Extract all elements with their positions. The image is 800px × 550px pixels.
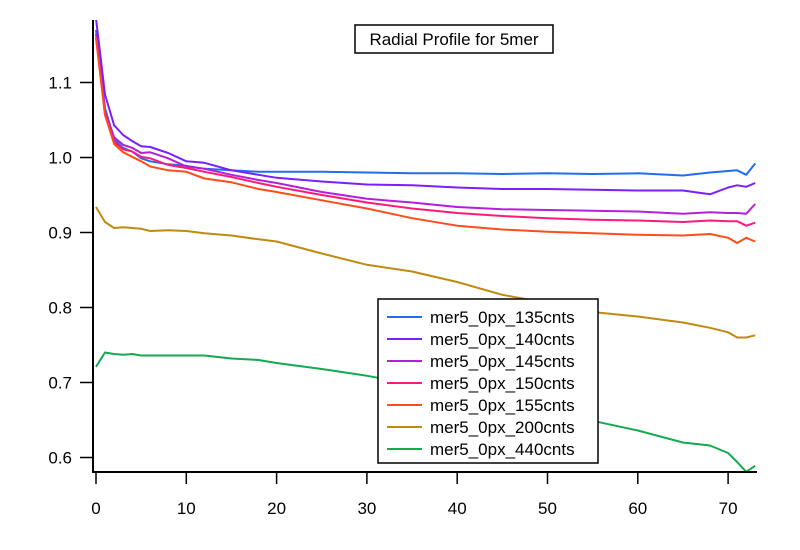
series-line-mer5-0px-440cnts: [95, 351, 756, 472]
series-line-mer5-0px-140cnts: [95, 20, 756, 196]
legend-label: mer5_0px_135cnts: [430, 308, 575, 327]
y-tick-label: 1.0: [48, 149, 72, 168]
legend-item: mer5_0px_440cnts: [387, 440, 575, 459]
y-tick-label: 0.6: [48, 449, 72, 468]
legend-item: mer5_0px_200cnts: [387, 418, 575, 437]
x-tick-label: 50: [538, 499, 557, 518]
legend-label: mer5_0px_145cnts: [430, 352, 575, 371]
x-tick-label: 0: [91, 499, 100, 518]
series-line-mer5-0px-200cnts: [95, 206, 756, 339]
legend-item: mer5_0px_140cnts: [387, 330, 575, 349]
legend-label: mer5_0px_140cnts: [430, 330, 575, 349]
legend-label: mer5_0px_440cnts: [430, 440, 575, 459]
legend-label: mer5_0px_155cnts: [430, 396, 575, 415]
chart-title-box: Radial Profile for 5mer: [354, 24, 554, 54]
legend: mer5_0px_135cnts mer5_0px_140cnts mer5_0px…: [377, 298, 599, 464]
x-tick-label: 60: [628, 499, 647, 518]
series-line-mer5-0px-155cnts: [95, 37, 756, 244]
x-tick-label: 40: [448, 499, 467, 518]
legend-label: mer5_0px_200cnts: [430, 418, 575, 437]
series-layer: [95, 20, 756, 472]
axes: [92, 20, 757, 473]
legend-item: mer5_0px_155cnts: [387, 396, 575, 415]
chart-title: Radial Profile for 5mer: [369, 30, 538, 49]
series-line-mer5-0px-145cnts: [95, 33, 756, 215]
ticks: 0 10 20 30 40 50 60 70 0.6 0.7 0.8 0.9 1.0 1.1: [48, 74, 737, 519]
legend-item: mer5_0px_135cnts: [387, 308, 575, 327]
x-tick-label: 30: [357, 499, 376, 518]
legend-item: mer5_0px_150cnts: [387, 374, 575, 393]
legend-item: mer5_0px_145cnts: [387, 352, 575, 371]
y-tick-label: 0.9: [48, 224, 72, 243]
y-tick-label: 0.7: [48, 374, 72, 393]
x-tick-label: 20: [267, 499, 286, 518]
x-tick-label: 70: [719, 499, 738, 518]
y-tick-label: 1.1: [48, 74, 72, 93]
x-tick-label: 10: [177, 499, 196, 518]
y-tick-label: 0.8: [48, 299, 72, 318]
legend-label: mer5_0px_150cnts: [430, 374, 575, 393]
series-line-mer5-0px-150cnts: [95, 37, 756, 227]
